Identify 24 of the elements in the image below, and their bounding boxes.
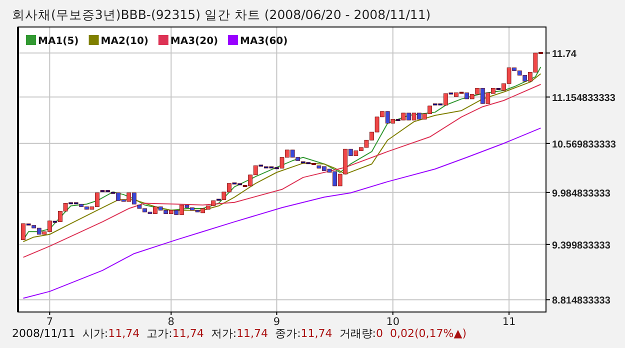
text: 저가:11,74	[210, 327, 268, 340]
chart-title: 회사채(무보증3년)BBB-(92315) 일간 차트 (2008/06/20 - 2008/11/11)	[12, 7, 431, 22]
text: 시가:11,74	[82, 327, 140, 340]
y-tick-label: 9.399833333	[552, 240, 611, 252]
text: 거래량:0	[339, 327, 383, 340]
line-series	[22, 128, 542, 299]
text: 2008/11/11	[12, 327, 76, 340]
y-tick-label: 11.74	[552, 49, 577, 60]
x-tick-label: 11	[502, 316, 516, 328]
legend-label: MA3(60)	[240, 36, 288, 47]
x-tick-label: 9	[273, 316, 280, 328]
x-tick-label: 7	[46, 316, 54, 328]
legend-label: MA2(10)	[100, 36, 149, 47]
text: 0,02(0,17%▲)	[390, 327, 466, 340]
legend-label: MA1(5)	[38, 36, 79, 47]
text: 고가:11,74	[146, 327, 204, 340]
x-tick-label: 8	[168, 316, 174, 328]
y-tick-label: 11.154833333	[552, 93, 616, 104]
y-tick-label: 10.569833333	[552, 139, 616, 150]
y-tick-label: 8.814833333	[552, 296, 611, 307]
text: 종가:11,74	[275, 327, 332, 340]
x-tick-label: 10	[386, 316, 400, 328]
legend-label: MA3(20)	[170, 36, 218, 47]
y-tick-label: 9.984833333	[552, 188, 611, 200]
